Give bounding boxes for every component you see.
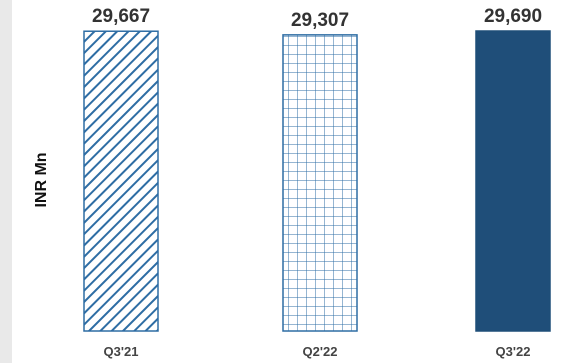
left-strip bbox=[0, 0, 12, 363]
value-labels-group: 29,667 29,307 29,690 bbox=[92, 6, 542, 31]
value-label-1: 29,667 bbox=[92, 6, 150, 27]
value-label-3: 29,690 bbox=[484, 6, 542, 27]
category-label-1: Q3'21 bbox=[104, 344, 139, 359]
y-axis-label: INR Mn bbox=[33, 152, 50, 207]
bars-group bbox=[83, 30, 551, 332]
category-label-2: Q2'22 bbox=[303, 344, 338, 359]
category-label-3: Q3'22 bbox=[496, 344, 531, 359]
value-label-2: 29,307 bbox=[291, 10, 349, 31]
bar-2 bbox=[282, 34, 358, 332]
category-labels-group: Q3'21 Q2'22 Q3'22 bbox=[104, 344, 531, 359]
bar-3 bbox=[475, 30, 551, 332]
bar-1 bbox=[83, 30, 159, 332]
